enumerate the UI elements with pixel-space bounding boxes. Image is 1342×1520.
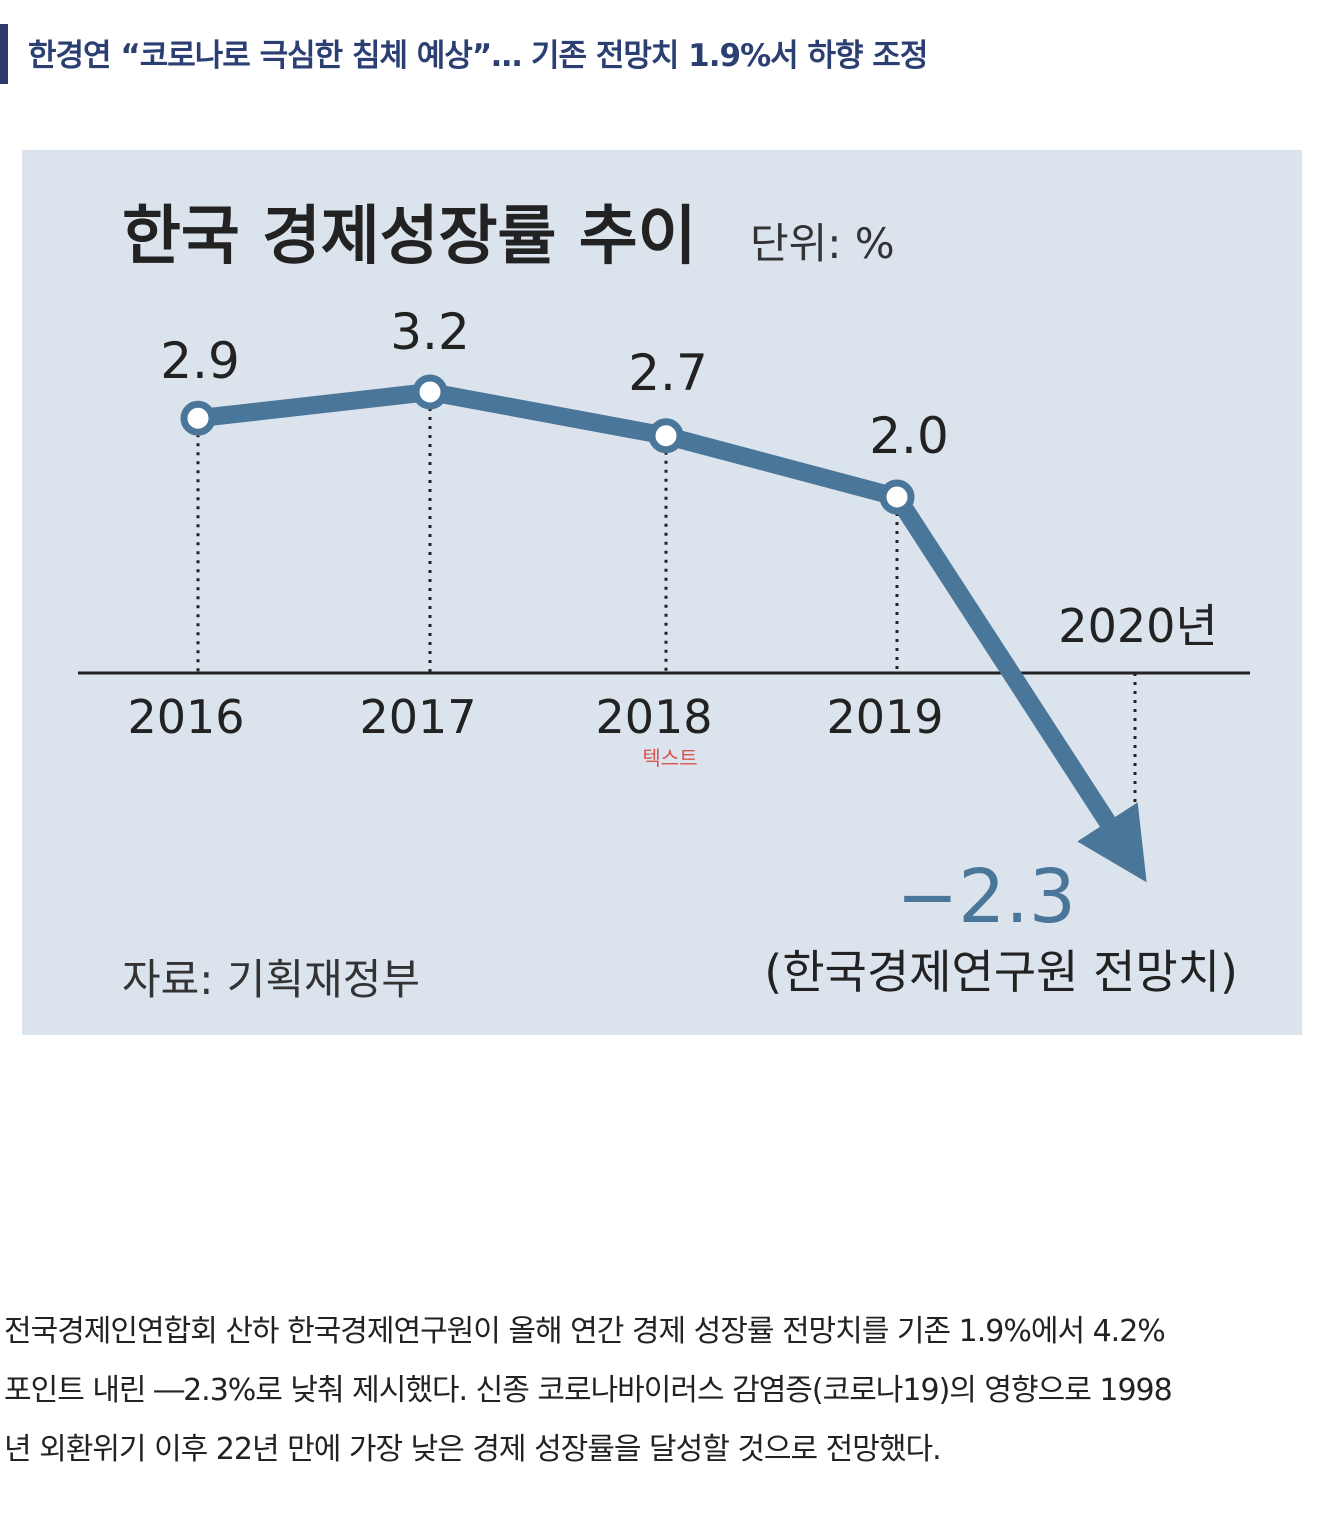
source-note: 자료: 기획재정부	[122, 955, 420, 1004]
value-label: 2.9	[160, 332, 240, 390]
unit-label: 단위: %	[750, 219, 895, 268]
value-label: 2.0	[869, 407, 949, 465]
data-point	[879, 479, 915, 515]
value-labels: 2.9 3.2 2.7 2.0 −2.3	[160, 303, 1076, 940]
chart-panel	[22, 150, 1302, 1035]
data-points	[180, 374, 915, 515]
overlay-text: 텍스트	[642, 746, 697, 770]
x-tick-label: 2020년	[1058, 599, 1217, 653]
value-label: 2.7	[628, 344, 708, 402]
value-label: 3.2	[390, 303, 470, 361]
headline-accent-bar	[0, 24, 8, 84]
x-tick-label: 2017	[359, 690, 476, 744]
data-point	[648, 418, 684, 454]
chart-title: 한국 경제성장률 추이	[122, 200, 696, 274]
x-tick-labels: 2016 2017 2018 2019 2020년	[127, 599, 1217, 744]
value-label: −2.3	[896, 854, 1076, 940]
series-line-segment	[196, 383, 900, 506]
body-line: 전국경제인연합회 산하 한국경제연구원이 올해 연간 경제 성장률 전망치를 기…	[4, 1314, 1166, 1349]
body-line: 년 외환위기 이후 22년 만에 가장 낮은 경제 성장률을 달성할 것으로 전…	[4, 1432, 942, 1467]
article-body: 전국경제인연합회 산하 한국경제연구원이 올해 연간 경제 성장률 전망치를 기…	[4, 1302, 1324, 1479]
x-tick-label: 2016	[127, 690, 244, 744]
data-point	[412, 374, 448, 410]
growth-rate-chart: 한국 경제성장률 추이 단위: % 2.9 3.22.72.0−2.3 2016 2…	[78, 200, 1250, 1004]
data-point	[180, 400, 216, 436]
forecast-note: (한국경제연구원 전망치)	[764, 945, 1238, 999]
forecast-arrow	[889, 492, 1147, 883]
x-tick-label: 2018	[595, 690, 712, 744]
x-tick-label: 2019	[826, 690, 943, 744]
body-line: 포인트 내린 ―2.3%로 낮춰 제시했다. 신종 코로나바이러스 감염증(코로…	[4, 1373, 1173, 1408]
headline: 한경연 “코로나로 극심한 침체 예상”… 기존 전망치 1.9%서 하향 조정	[28, 38, 928, 74]
series-line	[196, 383, 1147, 883]
